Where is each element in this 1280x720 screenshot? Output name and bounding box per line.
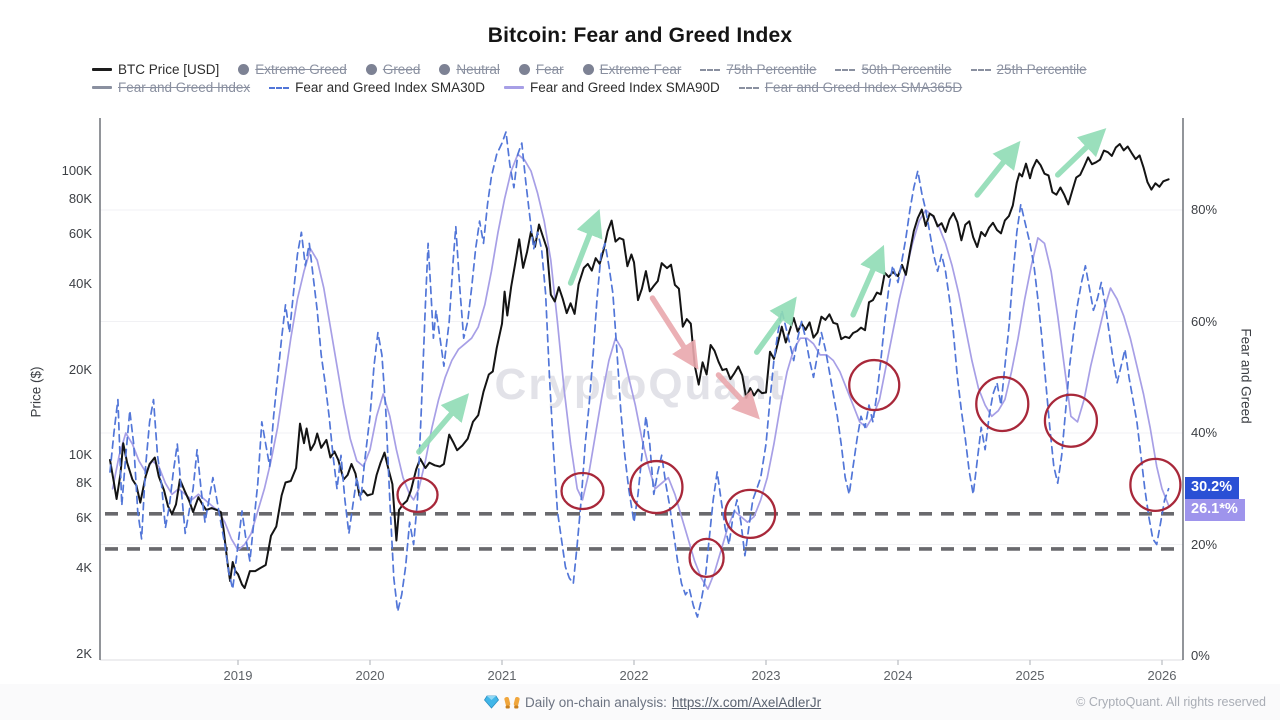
legend-item-50th-percentile[interactable]: 50th Percentile [835, 62, 952, 77]
legend-label: Fear [535, 62, 564, 77]
legend-item-extreme-greed[interactable]: Extreme Greed [238, 62, 347, 77]
pct-axis-tick-label: 20% [1191, 536, 1218, 552]
price-axis-tick-label: 100K [61, 163, 92, 178]
legend-circle-marker-icon [238, 64, 250, 75]
year-axis-tick-label: 2019 [223, 668, 253, 683]
trend-arrow-pink [649, 295, 699, 370]
pct-axis-tick-label: 0% [1191, 648, 1210, 663]
legend-circle-marker-icon [582, 64, 594, 75]
legend-item-25th-percentile[interactable]: 25th Percentile [970, 62, 1087, 77]
bottom-highlight-circle [848, 358, 901, 412]
legend-dashed-line-icon [269, 86, 290, 89]
bottom-highlight-circle [560, 471, 605, 511]
legend-line-icon [92, 86, 112, 89]
legend-label: Fear and Greed Index [118, 80, 251, 95]
year-axis-tick-label: 2021 [487, 668, 517, 683]
legend-circle-marker-icon [365, 64, 377, 75]
pct-axis-tick-label: 80% [1191, 202, 1218, 217]
legend-item-greed[interactable]: Greed [365, 62, 421, 77]
footer-bar: Daily on-chain analysis: https://x.com/A… [0, 684, 1280, 720]
legend: BTC Price [USD] Extreme Greed Greed Neutral… [92, 62, 1212, 95]
footer-analysis-label: Daily on-chain analysis: [525, 694, 667, 710]
bottom-highlight-circle [688, 537, 725, 579]
legend-item-fear[interactable]: Fear [518, 62, 564, 77]
price-axis-tick-label: 6K [76, 510, 92, 525]
y-axis-title-price: Price ($) [28, 366, 44, 418]
legend-dashed-line-icon [835, 68, 856, 71]
price-axis-tick-label: 8K [76, 474, 92, 490]
trend-arrow-green [850, 244, 886, 318]
series-fear-and-greed-index-sma30d [109, 131, 1170, 618]
legend-label: Extreme Fear [599, 62, 682, 77]
price-axis-tick-label: 4K [76, 560, 92, 575]
legend-circle-marker-icon [518, 64, 530, 75]
pct-axis-tick-label: 60% [1191, 313, 1218, 329]
last-value-badge-sma30d: 30.2% [1185, 476, 1240, 499]
trend-arrow-green [974, 140, 1021, 198]
y-axis-title-fear-greed: Fear and Greed [1238, 328, 1254, 424]
bottom-highlight-circle [629, 459, 684, 515]
year-axis-tick-label: 2024 [883, 668, 913, 683]
footer-analysis-note: Daily on-chain analysis: https://x.com/A… [484, 695, 821, 710]
last-value-badge-sma90d: 26.1*% [1185, 499, 1245, 522]
price-axis-tick-label: 10K [68, 447, 92, 462]
year-axis-tick-label: 2020 [355, 668, 385, 683]
legend-label: BTC Price [USD] [118, 62, 220, 77]
pct-axis-tick-label: 40% [1191, 425, 1218, 440]
bottom-highlight-circle [1129, 457, 1182, 512]
legend-item-75th-percentile[interactable]: 75th Percentile [700, 62, 816, 77]
legend-item-fear-and-greed-index[interactable]: Fear and Greed Index [92, 80, 250, 95]
trend-arrow-green [754, 296, 797, 355]
year-axis-tick-label: 2022 [619, 668, 649, 683]
legend-label: 50th Percentile [861, 62, 952, 77]
price-axis-tick-label: 80K [68, 190, 92, 206]
legend-dashed-line-icon [738, 86, 759, 89]
series-btc-price-usd- [109, 143, 1170, 590]
bottom-highlight-circle [396, 476, 439, 514]
legend-item-neutral[interactable]: Neutral [439, 62, 500, 77]
trend-arrow-green [1054, 128, 1107, 178]
legend-item-fear-and-greed-index-sma90d[interactable]: Fear and Greed Index SMA90D [503, 80, 720, 95]
legend-item-btc-price-usd-[interactable]: BTC Price [USD] [92, 62, 219, 77]
gem-icon [484, 695, 499, 709]
trend-arrow-green [416, 393, 470, 455]
author-link[interactable]: https://x.com/AxelAdlerJr [671, 694, 822, 710]
legend-line-icon [92, 68, 112, 71]
legend-label: 75th Percentile [726, 62, 817, 77]
bottom-highlight-circle [975, 375, 1030, 433]
legend-item-fear-and-greed-index-sma365d[interactable]: Fear and Greed Index SMA365D [738, 80, 963, 95]
trend-arrow-pink [715, 372, 760, 420]
raised-hands-icon [504, 697, 520, 709]
legend-dashed-line-icon [700, 68, 721, 71]
bottom-highlight-circle [1043, 393, 1099, 448]
year-axis-tick-label: 2023 [751, 668, 781, 683]
trend-arrow-green [567, 208, 603, 286]
legend-label: Fear and Greed Index SMA90D [529, 80, 720, 95]
price-axis-tick-label: 2K [76, 645, 92, 661]
legend-label: Fear and Greed Index SMA365D [764, 80, 963, 95]
legend-circle-marker-icon [439, 64, 451, 75]
legend-label: Fear and Greed Index SMA30D [295, 80, 485, 95]
copyright-text: © CryptoQuant. All rights reserved [1076, 695, 1266, 709]
page-title: Bitcoin: Fear and Greed Index [487, 24, 793, 47]
legend-label: Neutral [456, 62, 500, 77]
price-axis-tick-label: 60K [68, 226, 92, 241]
legend-label: Extreme Greed [255, 62, 347, 77]
legend-line-icon [503, 86, 524, 89]
year-axis-tick-label: 2026 [1147, 668, 1177, 683]
legend-dashed-line-icon [970, 68, 991, 71]
price-axis-tick-label: 40K [68, 276, 92, 291]
legend-label: Greed [382, 62, 421, 77]
legend-label: 25th Percentile [996, 62, 1087, 77]
legend-item-fear-and-greed-index-sma30d[interactable]: Fear and Greed Index SMA30D [269, 80, 485, 95]
year-axis-tick-label: 2025 [1015, 668, 1045, 683]
legend-item-extreme-fear[interactable]: Extreme Fear [582, 62, 682, 77]
price-axis-tick-label: 20K [68, 361, 92, 377]
series-fear-and-greed-index-sma90d [111, 153, 1170, 590]
bottom-highlight-circle [724, 488, 777, 539]
